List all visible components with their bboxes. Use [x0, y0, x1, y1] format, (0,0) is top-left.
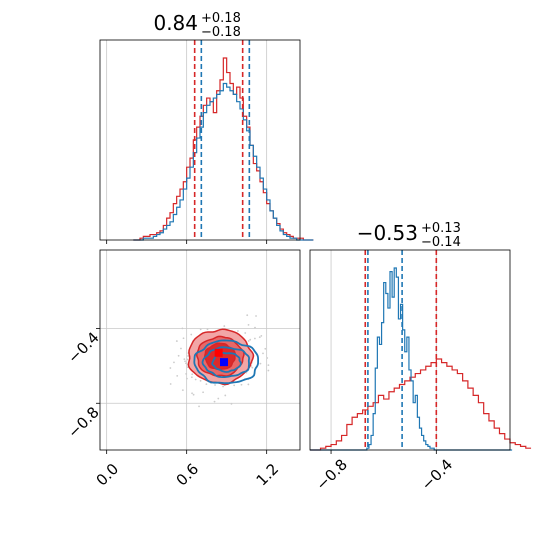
scatter-point	[190, 333, 193, 336]
x-tick-label: 1.2	[253, 460, 283, 490]
panel-bottom-right-frame	[309, 249, 511, 451]
scatter-point	[173, 361, 175, 364]
scatter-point	[247, 340, 250, 342]
scatter-point	[191, 373, 194, 376]
scatter-point	[255, 315, 257, 317]
panel-bottom-right-ticks: −0.8 −0.4	[313, 450, 456, 494]
scatter-point	[199, 328, 202, 331]
panel-top-left-quantiles	[193, 40, 251, 240]
panel-top-left-title: 0.84	[153, 11, 198, 35]
panel-bottom-left: 0.0 0.6 1.2 −0.4 −0.8	[64, 249, 301, 490]
histogram-blue	[133, 82, 314, 241]
x-tick-label: −0.4	[418, 455, 456, 493]
scatter-point	[233, 384, 236, 387]
scatter-point	[258, 336, 261, 339]
scatter-point	[180, 347, 182, 350]
panel-bottom-right-histograms	[310, 267, 532, 451]
panel-top-left-ticks	[106, 240, 268, 244]
histogram-red	[310, 358, 532, 451]
scatter-point	[262, 352, 264, 355]
scatter-point	[169, 383, 172, 385]
histogram-blue	[310, 267, 513, 451]
x-tick-label: 0.0	[93, 460, 123, 490]
scatter-point	[244, 332, 247, 334]
y-tick-label: −0.4	[64, 329, 102, 367]
scatter-point	[185, 362, 187, 365]
panel-bottom-left-markers	[214, 348, 228, 367]
scatter-point	[175, 340, 178, 342]
panel-top-left: 0.84 +0.18 −0.18	[99, 11, 314, 244]
panel-top-left-frame	[99, 39, 301, 241]
scatter-point	[190, 376, 193, 379]
scatter-point	[267, 369, 270, 372]
scatter-point	[230, 402, 233, 405]
panel-bottom-right-title-main: −0.53	[357, 221, 418, 245]
scatter-point	[264, 347, 267, 350]
scatter-point	[186, 358, 189, 361]
panel-bottom-right-title-sup: +0.13	[421, 221, 461, 236]
scatter-point	[181, 389, 184, 391]
scatter-point	[217, 397, 220, 400]
x-tick-label: 0.6	[173, 460, 203, 490]
scatter-point	[184, 360, 186, 363]
panel-bottom-right-grid	[330, 250, 437, 450]
scatter-point	[169, 367, 172, 369]
scatter-point	[187, 355, 190, 357]
scatter-point	[240, 383, 243, 386]
scatter-point	[177, 354, 180, 357]
panel-bottom-right: −0.8 −0.4 −0.53 +0.13 −0.14	[309, 221, 532, 494]
scatter-point	[222, 385, 224, 388]
scatter-point	[214, 384, 216, 386]
contour-blue-level-2	[201, 346, 251, 378]
scatter-point	[183, 358, 186, 361]
scatter-point	[267, 364, 270, 367]
contour-blue-level-1	[193, 339, 259, 385]
scatter-point	[237, 330, 239, 332]
scatter-point	[223, 325, 226, 327]
red-square-marker	[214, 348, 223, 357]
scatter-point	[266, 357, 269, 359]
scatter-point	[260, 334, 263, 337]
scatter-point	[224, 394, 227, 397]
y-tick-label: −0.8	[64, 403, 102, 441]
scatter-point	[198, 405, 200, 408]
scatter-point	[202, 391, 204, 394]
scatter-point	[186, 377, 188, 380]
blue-square-marker	[220, 358, 228, 367]
scatter-point	[247, 383, 250, 386]
scatter-point	[254, 337, 256, 340]
scatter-point	[176, 374, 179, 377]
panel-bottom-left-grid	[100, 250, 300, 450]
panel-top-left-title-sup: +0.18	[201, 11, 241, 26]
scatter-point	[206, 328, 209, 331]
panel-bottom-left-frame	[99, 249, 301, 451]
scatter-point	[213, 400, 216, 403]
x-tick-label: −0.8	[313, 455, 351, 493]
scatter-point	[182, 337, 185, 340]
panel-top-left-grid	[106, 40, 268, 240]
scatter-point	[247, 324, 250, 326]
scatter-point	[185, 372, 188, 375]
panel-top-left-histograms	[133, 57, 314, 241]
scatter-point	[205, 383, 208, 385]
scatter-point	[194, 378, 197, 381]
scatter-point	[181, 327, 184, 330]
contour-blue-level-3	[211, 352, 242, 373]
panel-top-left-title-main: 0.84	[153, 11, 198, 35]
panel-bottom-left-contours	[187, 328, 259, 386]
scatter-point	[246, 314, 249, 317]
scatter-point	[251, 366, 254, 369]
scatter-point	[249, 338, 252, 341]
scatter-point	[191, 392, 193, 395]
histogram-red	[133, 57, 314, 241]
scatter-point	[199, 379, 202, 382]
scatter-point	[259, 362, 262, 365]
panel-bottom-right-title-sub: −0.14	[421, 235, 461, 250]
panel-top-left-title-sub: −0.18	[201, 25, 241, 40]
scatter-point	[192, 393, 195, 396]
scatter-point	[254, 326, 256, 329]
panel-bottom-right-quantiles	[364, 250, 438, 450]
